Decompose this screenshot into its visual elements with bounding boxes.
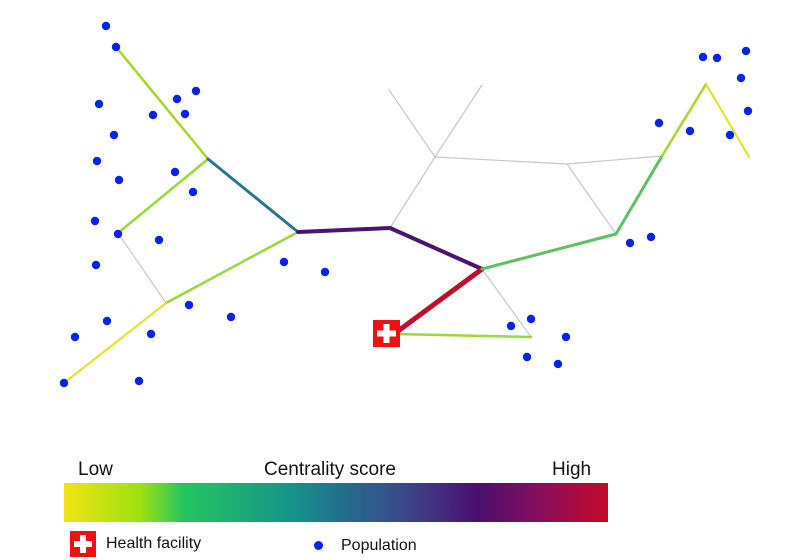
colorbar-low-label: Low (78, 459, 113, 480)
population-dot (279, 257, 289, 267)
population-dot (146, 329, 156, 339)
population-dot (172, 94, 182, 104)
population-dot (736, 73, 746, 83)
population-points (59, 21, 753, 388)
population-dot (188, 187, 198, 197)
road-segment (566, 163, 617, 235)
road-segment (388, 226, 484, 271)
population-dot-icon (314, 541, 323, 550)
population-dot (111, 42, 121, 52)
road-segment (480, 232, 618, 271)
population-dot (506, 321, 516, 331)
scored-roads (63, 45, 750, 384)
population-dot (109, 130, 119, 140)
population-dot (90, 216, 100, 226)
population-dot (59, 378, 69, 388)
population-dot (113, 229, 123, 239)
centrality-colorbar (64, 483, 608, 522)
road-segment (434, 156, 568, 165)
population-dot (180, 109, 190, 119)
population-dot (654, 118, 664, 128)
colorbar-title: Centrality score (264, 459, 396, 480)
health-facility-marker (373, 320, 400, 347)
population-dot (646, 232, 656, 242)
population-dot (91, 260, 101, 270)
road-segment (705, 83, 750, 158)
population-dot (522, 352, 532, 362)
legend-facility-label: Health facility (106, 535, 202, 552)
colorbar-high-label: High (552, 459, 592, 480)
population-dot (553, 359, 563, 369)
population-dot (561, 332, 571, 342)
population-dot (134, 376, 144, 386)
population-dot (101, 21, 111, 31)
population-dot (191, 86, 201, 96)
population-dot (148, 110, 158, 120)
population-dot (625, 238, 635, 248)
population-dot (685, 126, 695, 136)
road-segment (566, 155, 663, 165)
population-dot (92, 156, 102, 166)
population-dot (743, 106, 753, 116)
road-segment (614, 154, 664, 236)
road-segment (389, 156, 436, 229)
road-segment (434, 84, 483, 158)
population-dot (154, 235, 164, 245)
road-segment (63, 302, 167, 384)
road-segment (392, 332, 533, 339)
population-dot (184, 300, 194, 310)
road-segment (206, 157, 300, 234)
road-segment (388, 89, 436, 158)
health-facility-icon (70, 531, 96, 557)
population-dot (320, 267, 330, 277)
road-segment (296, 226, 392, 234)
population-dot (526, 314, 536, 324)
low-centrality-roads (117, 84, 663, 338)
road-segment (116, 157, 210, 235)
cross-horizontal (377, 330, 396, 337)
population-dot (698, 52, 708, 62)
population-dot (70, 332, 80, 342)
road-segment (114, 45, 210, 161)
road-segment (660, 82, 708, 158)
population-dot (226, 312, 236, 322)
population-dot (170, 167, 180, 177)
road-segment (117, 232, 167, 304)
population-dot (725, 130, 735, 140)
road-segment (391, 266, 485, 337)
population-dot (102, 316, 112, 326)
road-segment (481, 268, 532, 338)
road-segment (164, 230, 300, 305)
population-dot (114, 175, 124, 185)
population-dot (712, 53, 722, 63)
population-dot (94, 99, 104, 109)
road-network-map (59, 21, 753, 388)
legend-population-label: Population (341, 537, 417, 554)
population-dot (741, 46, 751, 56)
